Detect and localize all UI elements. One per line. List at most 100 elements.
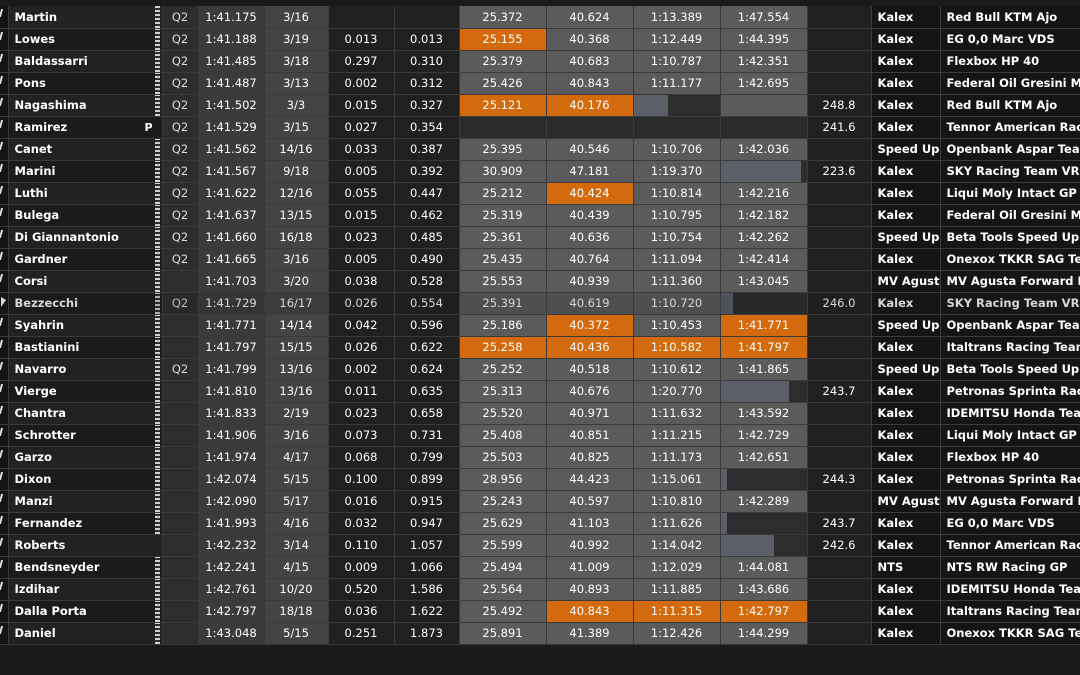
- split1-cell: 25.520: [459, 402, 547, 425]
- split2-cell: 40.843: [546, 72, 634, 95]
- split2-cell: 40.825: [546, 446, 634, 469]
- table-row[interactable]: Chantra 1:41.833 2/19 0.023 0.658 25.520…: [0, 402, 1080, 425]
- table-row[interactable]: Fernandez 1:41.993 4/16 0.032 0.947 25.6…: [0, 512, 1080, 535]
- checkered-flag-icon: [154, 94, 160, 115]
- cursor-icon: [1, 296, 6, 307]
- checkered-flag-icon: [154, 270, 160, 291]
- rider-name-text: Dalla Porta: [14, 604, 87, 618]
- table-row[interactable]: Luthi Q2 1:41.622 12/16 0.055 0.447 25.2…: [0, 182, 1080, 205]
- team-cell: Petronas Sprinta Racing: [940, 380, 1080, 403]
- row-tick-icon: [0, 383, 4, 392]
- table-row[interactable]: Schrotter 1:41.906 3/16 0.073 0.731 25.4…: [0, 424, 1080, 447]
- speed-cell: 243.7: [807, 380, 872, 403]
- table-row[interactable]: Martin Q2 1:41.175 3/16 25.372 40.624 1:…: [0, 6, 1080, 29]
- table-row[interactable]: Canet Q2 1:41.562 14/16 0.033 0.387 25.3…: [0, 138, 1080, 161]
- table-row[interactable]: Nagashima Q2 1:41.502 3/3 0.015 0.327 25…: [0, 94, 1080, 117]
- table-row[interactable]: Daniel 1:43.048 5/15 0.251 1.873 25.891 …: [0, 622, 1080, 645]
- row-edge: [0, 182, 9, 205]
- table-row[interactable]: Gardner Q2 1:41.665 3/16 0.005 0.490 25.…: [0, 248, 1080, 271]
- best-lap-cell: 1:41.502: [198, 94, 265, 117]
- session-cell: Q2: [162, 292, 199, 315]
- interval-cell: 0.635: [394, 380, 460, 403]
- speed-cell: [807, 358, 872, 381]
- rider-name-text: Daniel: [14, 626, 56, 640]
- table-row[interactable]: Lowes Q2 1:41.188 3/19 0.013 0.013 25.15…: [0, 28, 1080, 51]
- interval-cell: 0.485: [394, 226, 460, 249]
- gap-cell: 0.027: [328, 116, 395, 139]
- team-cell: Tennor American Racing: [940, 116, 1080, 139]
- rider-name: Syahrin: [8, 314, 163, 337]
- speed-cell: [807, 248, 872, 271]
- team-cell: IDEMITSU Honda Team Asia: [940, 578, 1080, 601]
- table-row[interactable]: Pons Q2 1:41.487 3/13 0.002 0.312 25.426…: [0, 72, 1080, 95]
- speed-cell: [807, 314, 872, 337]
- best-lap-cell: 1:41.729: [198, 292, 265, 315]
- split4-cell: [720, 292, 808, 315]
- table-row[interactable]: Bastianini 1:41.797 15/15 0.026 0.622 25…: [0, 336, 1080, 359]
- split4-cell: 1:42.651: [720, 446, 808, 469]
- table-row[interactable]: Marini Q2 1:41.567 9/18 0.005 0.392 30.9…: [0, 160, 1080, 183]
- split2-cell: 40.764: [546, 248, 634, 271]
- gap-cell: 0.015: [328, 94, 395, 117]
- manufacturer-cell: MV Agusta: [871, 270, 941, 293]
- table-row[interactable]: Dixon 1:42.074 5/15 0.100 0.899 28.956 4…: [0, 468, 1080, 491]
- session-cell: Q2: [162, 50, 199, 73]
- table-row[interactable]: Bulega Q2 1:41.637 13/15 0.015 0.462 25.…: [0, 204, 1080, 227]
- split3-cell: [633, 116, 721, 139]
- speed-cell: [807, 226, 872, 249]
- table-row[interactable]: Bendsneyder 1:42.241 4/15 0.009 1.066 25…: [0, 556, 1080, 579]
- timing-table: Martin Q2 1:41.175 3/16 25.372 40.624 1:…: [0, 6, 1080, 645]
- gap-cell: 0.023: [328, 226, 395, 249]
- checkered-flag-icon: [154, 226, 160, 247]
- manufacturer-cell: Kalex: [871, 534, 941, 557]
- speed-cell: [807, 182, 872, 205]
- gap-cell: 0.055: [328, 182, 395, 205]
- table-row[interactable]: Bezzecchi Q2 1:41.729 16/17 0.026 0.554 …: [0, 292, 1080, 315]
- laps-cell: 3/13: [264, 72, 329, 95]
- row-tick-icon: [0, 405, 4, 414]
- split2-cell: 40.546: [546, 138, 634, 161]
- table-row[interactable]: Dalla Porta 1:42.797 18/18 0.036 1.622 2…: [0, 600, 1080, 623]
- table-row[interactable]: Navarro Q2 1:41.799 13/16 0.002 0.624 25…: [0, 358, 1080, 381]
- team-cell: Onexox TKKR SAG Team: [940, 248, 1080, 271]
- split1-cell: 30.909: [459, 160, 547, 183]
- split1-cell: 25.426: [459, 72, 547, 95]
- rider-name-text: Gardner: [14, 252, 68, 266]
- table-row[interactable]: Manzi 1:42.090 5/17 0.016 0.915 25.243 4…: [0, 490, 1080, 513]
- table-row[interactable]: Izdihar 1:42.761 10/20 0.520 1.586 25.56…: [0, 578, 1080, 601]
- team-cell: Italtrans Racing Team: [940, 336, 1080, 359]
- laps-cell: 5/15: [264, 622, 329, 645]
- gap-cell: 0.110: [328, 534, 395, 557]
- split1-cell: 25.564: [459, 578, 547, 601]
- table-row[interactable]: Vierge 1:41.810 13/16 0.011 0.635 25.313…: [0, 380, 1080, 403]
- row-tick-icon: [0, 141, 4, 150]
- laps-cell: 13/15: [264, 204, 329, 227]
- laps-cell: 16/17: [264, 292, 329, 315]
- table-row[interactable]: Di Giannantonio Q2 1:41.660 16/18 0.023 …: [0, 226, 1080, 249]
- team-cell: Beta Tools Speed Up: [940, 358, 1080, 381]
- table-row[interactable]: Roberts 1:42.232 3/14 0.110 1.057 25.599…: [0, 534, 1080, 557]
- table-row[interactable]: Baldassarri Q2 1:41.485 3/18 0.297 0.310…: [0, 50, 1080, 73]
- best-lap-cell: 1:41.562: [198, 138, 265, 161]
- table-row[interactable]: Ramirez P Q2 1:41.529 3/15 0.027 0.354 24…: [0, 116, 1080, 139]
- manufacturer-cell: Kalex: [871, 182, 941, 205]
- split1-cell: 28.956: [459, 468, 547, 491]
- row-tick-icon: [0, 603, 4, 612]
- session-cell: [162, 336, 199, 359]
- manufacturer-cell: MV Agusta: [871, 490, 941, 513]
- table-row[interactable]: Garzo 1:41.974 4/17 0.068 0.799 25.503 4…: [0, 446, 1080, 469]
- rider-name: Roberts: [8, 534, 163, 557]
- table-row[interactable]: Syahrin 1:41.771 14/14 0.042 0.596 25.18…: [0, 314, 1080, 337]
- speed-cell: [807, 600, 872, 623]
- manufacturer-cell: Kalex: [871, 446, 941, 469]
- speed-cell: [807, 204, 872, 227]
- split1-cell: 25.395: [459, 138, 547, 161]
- gap-cell: 0.036: [328, 600, 395, 623]
- checkered-flag-icon: [154, 138, 160, 159]
- table-row[interactable]: Corsi 1:41.703 3/20 0.038 0.528 25.553 4…: [0, 270, 1080, 293]
- sector-progress-bar: [633, 94, 668, 115]
- session-cell: [162, 622, 199, 645]
- team-cell: Flexbox HP 40: [940, 50, 1080, 73]
- row-tick-icon: [0, 119, 4, 128]
- laps-cell: 3/16: [264, 424, 329, 447]
